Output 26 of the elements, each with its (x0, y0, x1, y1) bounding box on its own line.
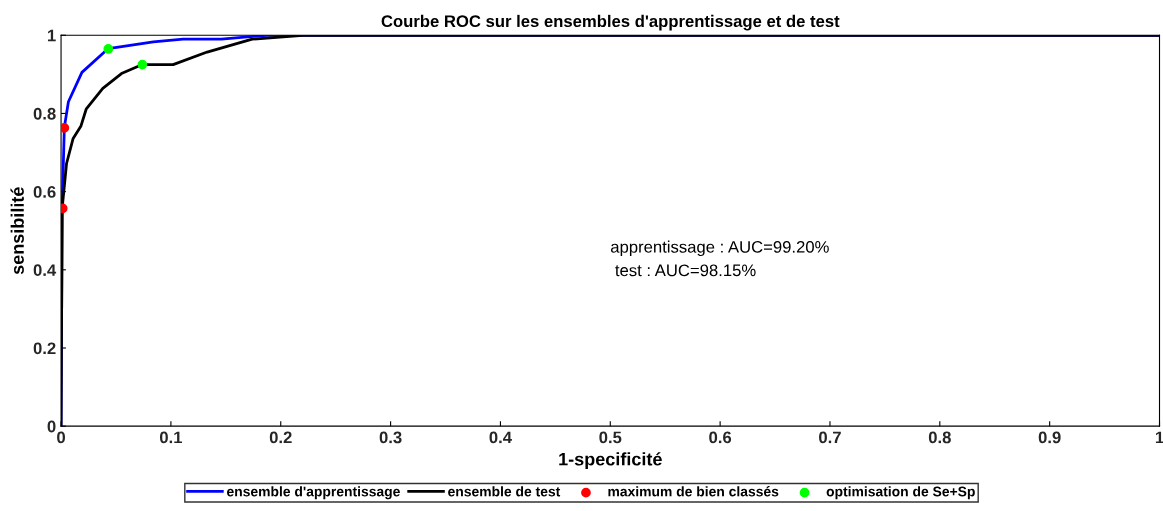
x-tick-label: 0.8 (928, 431, 951, 444)
x-tick-label: 0.4 (489, 431, 512, 444)
x-tick-label: 0.6 (709, 431, 732, 444)
x-tick-label: 0 (57, 431, 66, 444)
x-axis-title: 1-specificité (559, 452, 662, 470)
x-tick-label: 0.9 (1038, 431, 1061, 444)
legend-label: ensemble d'apprentissage (227, 486, 400, 500)
y-axis-title: sensibilité (10, 187, 24, 275)
y-tick-label: 0.6 (33, 186, 56, 198)
x-tick-label: 0.2 (269, 431, 292, 444)
annotation: apprentissage : AUC=99.20% (610, 240, 829, 257)
y-tick-label: 0.4 (33, 264, 57, 277)
x-tick-label: 0.3 (379, 431, 402, 444)
y-tick-label: 0 (47, 420, 56, 433)
legend-label: ensemble de test (448, 486, 561, 497)
y-tick-label: 0.8 (33, 107, 56, 120)
y-tick-label: 0.2 (33, 342, 56, 355)
x-tick-label: 0.5 (599, 431, 622, 444)
x-tick-label: 0.1 (159, 431, 183, 444)
x-tick-label: 0.7 (819, 431, 841, 444)
annotation: test : AUC=98.15% (615, 264, 756, 277)
chart-title: Courbe ROC sur les ensembles d'apprentissage et de test (381, 14, 840, 31)
legend-label: maximum de bien classés (608, 486, 779, 497)
legend-label: optimisation de Se+Sp (826, 486, 975, 500)
x-tick-label: 1 (1155, 431, 1163, 444)
y-tick-label: 1 (47, 29, 56, 42)
